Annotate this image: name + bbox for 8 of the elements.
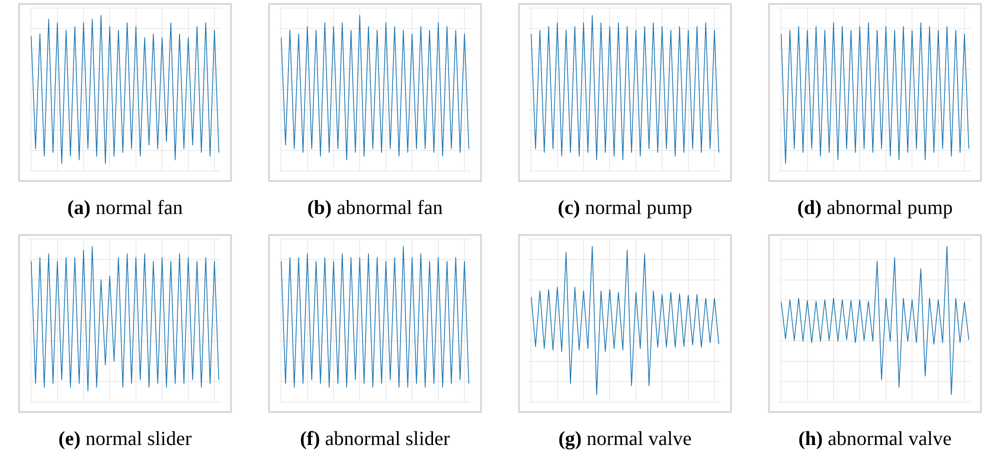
text: (g) normal valve [558, 428, 692, 451]
text: (h) abnormal valve [798, 428, 952, 451]
text: (a) normal fan [67, 197, 183, 220]
text: (b) abnormal fan [307, 197, 443, 220]
text: (c) normal pump [558, 197, 692, 220]
text: (f) abnormal slider [300, 428, 450, 451]
text: (d) abnormal pump [797, 197, 953, 220]
text: (e) normal slider [58, 428, 192, 451]
